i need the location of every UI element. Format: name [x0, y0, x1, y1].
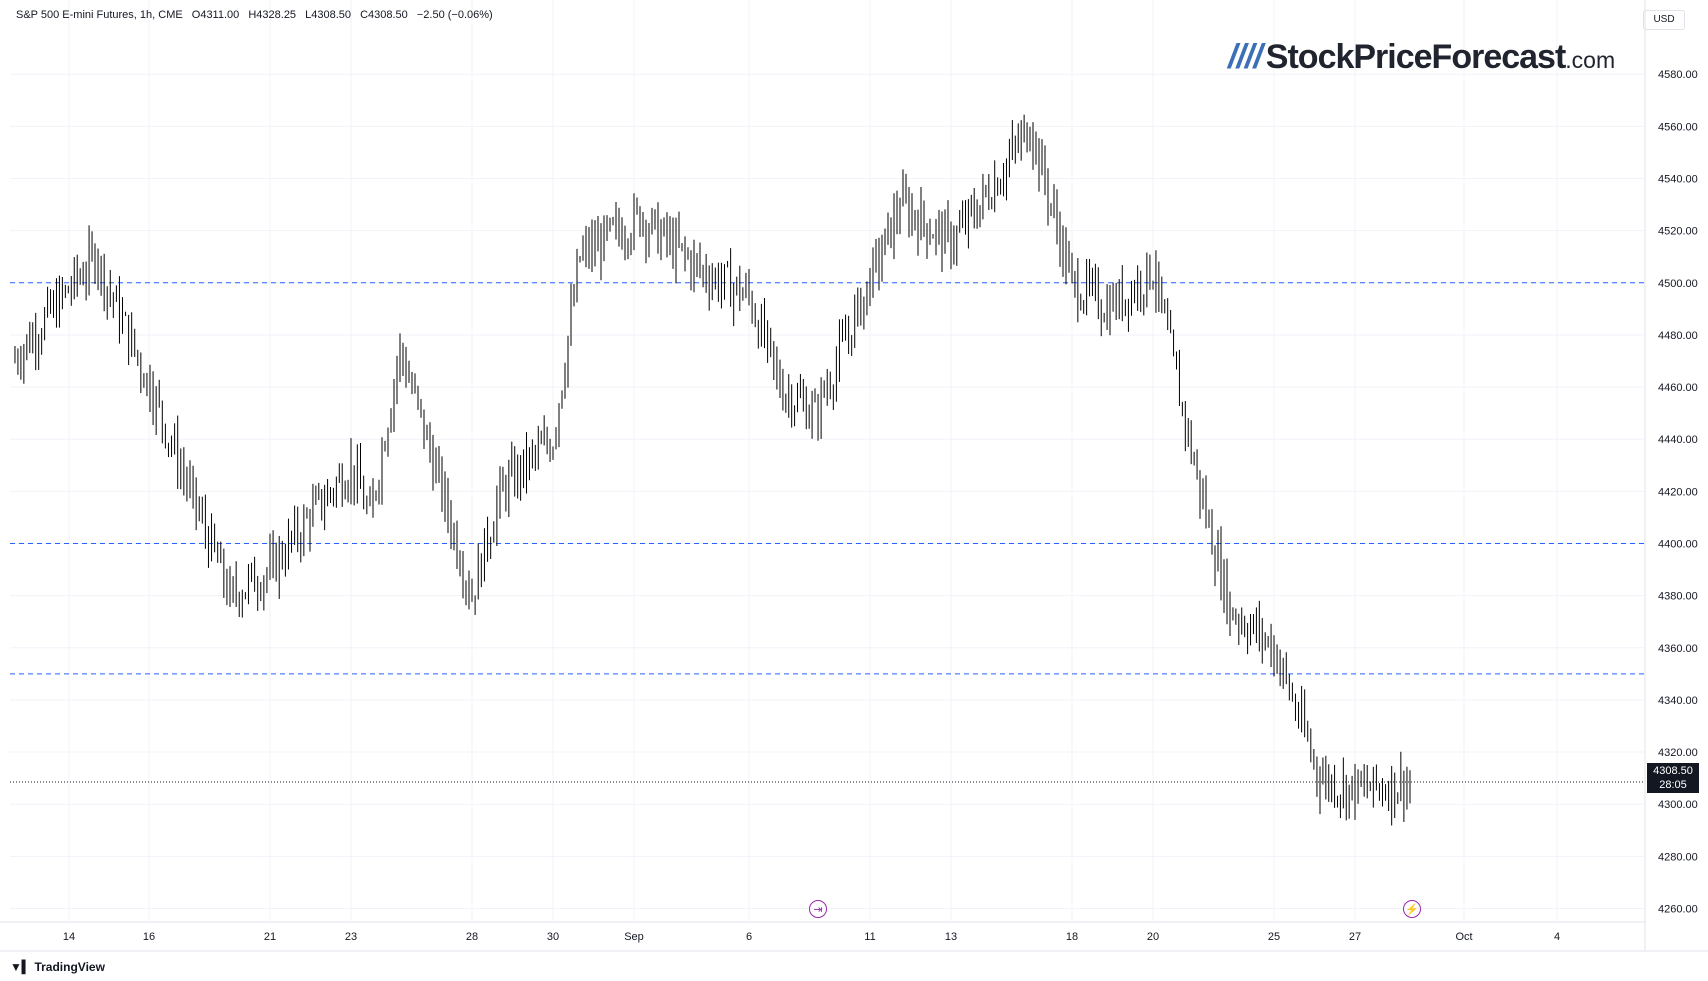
x-tick-label: 28 [466, 931, 478, 943]
x-tick-label: 13 [945, 931, 957, 943]
x-tick-label: 25 [1268, 931, 1280, 943]
y-tick-label: 4340.00 [1658, 695, 1698, 707]
x-tick-label: 14 [63, 931, 75, 943]
y-tick-label: 4540.00 [1658, 174, 1698, 186]
countdown-value: 28:05 [1659, 779, 1687, 791]
candles [14, 114, 1411, 826]
x-tick-label: Oct [1455, 931, 1472, 943]
y-tick-label: 4420.00 [1658, 486, 1698, 498]
change-value: −2.50 (−0.06%) [416, 9, 493, 21]
y-tick-label: 4380.00 [1658, 591, 1698, 603]
x-tick-label: 4 [1554, 931, 1560, 943]
x-tick-label: Sep [624, 931, 644, 943]
y-tick-label: 4280.00 [1658, 851, 1698, 863]
x-tick-label: 16 [143, 931, 155, 943]
y-tick-label: 4320.00 [1658, 747, 1698, 759]
y-tick-label: 4360.00 [1658, 643, 1698, 655]
x-tick-label: 18 [1066, 931, 1078, 943]
x-tick-label: 20 [1147, 931, 1159, 943]
brand-name: StockPriceForecast [1265, 38, 1566, 76]
plot-area [10, 0, 1645, 922]
y-tick-label: 4580.00 [1658, 69, 1698, 81]
brand-logo: ////StockPriceForecast.com [1228, 38, 1615, 77]
y-tick-label: 4440.00 [1658, 434, 1698, 446]
y-tick-label: 4400.00 [1658, 539, 1698, 551]
y-tick-label: 4260.00 [1658, 903, 1698, 915]
currency-button[interactable]: USD [1643, 10, 1685, 30]
tradingview-logo[interactable]: ▼▍ TradingView [10, 960, 105, 974]
x-tick-label: 27 [1349, 931, 1361, 943]
lightning-icon[interactable]: ⚡ [1403, 900, 1421, 918]
y-tick-label: 4300.00 [1658, 799, 1698, 811]
last-price-badge: 4308.50 28:05 [1647, 763, 1699, 793]
tradingview-icon: ▼▍ [10, 960, 32, 974]
open-value: O4311.00 [191, 9, 240, 21]
tradingview-label: TradingView [34, 960, 105, 974]
x-tick-label: 30 [547, 931, 559, 943]
last-price-value: 4308.50 [1653, 765, 1693, 777]
y-tick-label: 4520.00 [1658, 226, 1698, 238]
y-tick-label: 4460.00 [1658, 382, 1698, 394]
x-tick-label: 6 [746, 931, 752, 943]
y-tick-label: 4560.00 [1658, 121, 1698, 133]
x-tick-label: 11 [864, 931, 875, 943]
symbol-label: S&P 500 E-mini Futures, 1h, CME [16, 9, 183, 21]
chart-header: S&P 500 E-mini Futures, 1h, CME O4311.00… [16, 9, 499, 21]
brand-suffix: .com [1565, 47, 1616, 73]
x-tick-label: 23 [345, 931, 357, 943]
low-value: L4308.50 [305, 9, 352, 21]
close-value: C4308.50 [360, 9, 408, 21]
brand-mark: //// [1228, 38, 1263, 76]
high-value: H4328.25 [248, 9, 297, 21]
x-tick-label: 21 [264, 931, 276, 943]
dividend-arrow-icon[interactable]: ⇥ [809, 900, 827, 918]
y-tick-label: 4480.00 [1658, 330, 1698, 342]
y-tick-label: 4500.00 [1658, 278, 1698, 290]
